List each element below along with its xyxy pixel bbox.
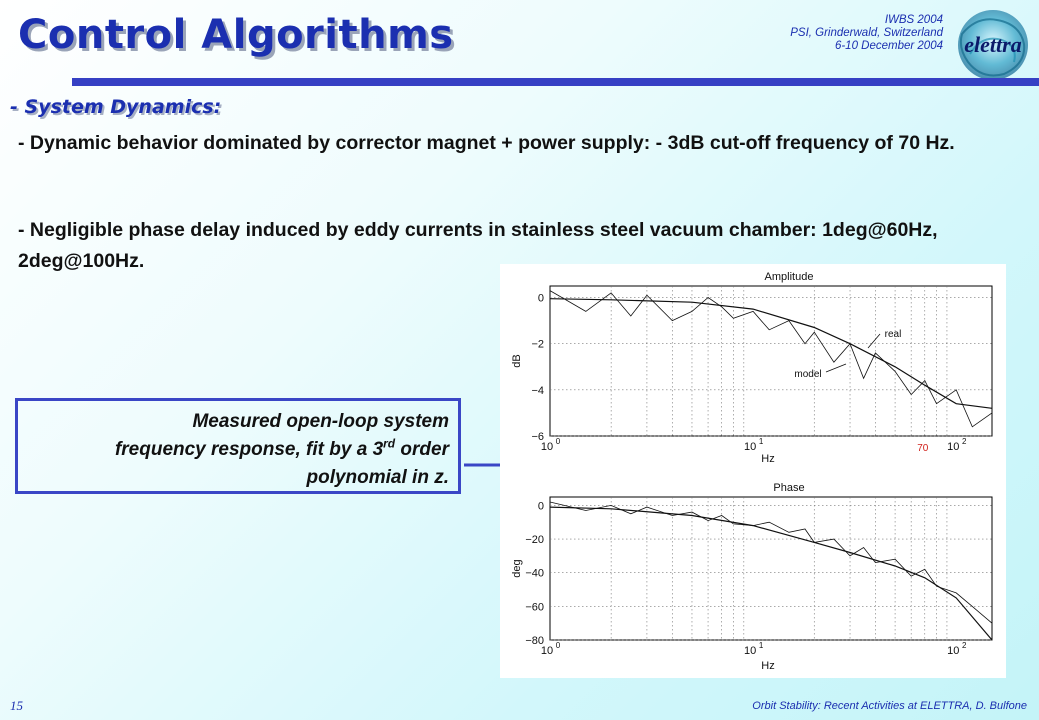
amplitude-xtick-exponent: 0 bbox=[556, 437, 561, 446]
phase-ytick-label: −40 bbox=[525, 568, 544, 580]
amplitude-xtick-label: 10 bbox=[947, 441, 959, 453]
figure-caption: Measured open-loop system frequency resp… bbox=[15, 398, 461, 494]
amplitude-annotation-cutoff: 70 bbox=[917, 443, 929, 454]
amplitude-xlabel: Hz bbox=[761, 453, 774, 465]
title-rule bbox=[72, 78, 1039, 86]
svg-text:elettra: elettra bbox=[964, 32, 1021, 57]
amplitude-xtick-label: 10 bbox=[744, 441, 756, 453]
amplitude-annotation-real-pointer bbox=[867, 333, 881, 349]
phase-xlabel: Hz bbox=[761, 660, 774, 672]
phase-ytick-label: −60 bbox=[525, 601, 544, 613]
bode-plot: 0 −2 −4 −6 10 0 10 1 10 2 Amplitude dB Hz real model 70… bbox=[500, 264, 1006, 678]
page-number: 15 bbox=[10, 698, 23, 713]
phase-ytick-label: −80 bbox=[525, 635, 544, 647]
caption-line2: frequency response, fit by a 3rd order bbox=[18, 436, 449, 464]
amplitude-title: Amplitude bbox=[765, 271, 814, 283]
caption-line1: Measured open-loop system bbox=[192, 411, 449, 432]
amplitude-ytick-label: −2 bbox=[531, 339, 544, 351]
amplitude-measured-line bbox=[549, 290, 993, 428]
amplitude-ytick-label: 0 bbox=[538, 293, 544, 305]
paragraph-phase-delay: - Negligible phase delay induced by eddy… bbox=[18, 219, 938, 272]
phase-measured-line bbox=[549, 501, 993, 624]
phase-xtick-exponent: 0 bbox=[556, 641, 561, 650]
phase-ylabel: deg bbox=[511, 559, 523, 577]
phase-title: Phase bbox=[773, 482, 804, 494]
amplitude-ytick-label: −6 bbox=[531, 431, 544, 443]
conference-dates: 6-10 December 2004 bbox=[834, 40, 943, 52]
phase-xtick-label: 10 bbox=[947, 645, 959, 657]
amplitude-annotation-real: real bbox=[885, 329, 902, 340]
phase-xtick-label: 10 bbox=[541, 645, 553, 657]
caption-line3: polynomial in z. bbox=[306, 467, 449, 488]
elettra-logo: elettra bbox=[958, 10, 1028, 80]
amplitude-annotation-model-pointer bbox=[825, 363, 847, 373]
phase-ytick-label: −20 bbox=[525, 534, 544, 546]
phase-xtick-exponent: 2 bbox=[962, 641, 967, 650]
amplitude-ytick-label: −4 bbox=[531, 385, 544, 397]
caption-sup: rd bbox=[383, 436, 396, 451]
phase-ytick-label: 0 bbox=[538, 500, 544, 512]
amplitude-ylabel: dB bbox=[511, 354, 523, 367]
caption-line2-text: frequency response, fit by a 3 bbox=[114, 439, 384, 460]
amplitude-annotation-model: model bbox=[794, 369, 821, 380]
phase-xtick-exponent: 1 bbox=[759, 641, 764, 650]
page-title: Control Algorithms bbox=[18, 12, 454, 58]
phase-xtick-label: 10 bbox=[744, 645, 756, 657]
phase-frame bbox=[549, 496, 993, 641]
conference-info: IWBS 2004 PSI, Grinderwald, Switzerland … bbox=[790, 14, 943, 53]
conference-location: PSI, Grinderwald, Switzerland bbox=[790, 27, 943, 39]
amplitude-frame bbox=[549, 285, 993, 437]
amplitude-xtick-label: 10 bbox=[541, 441, 553, 453]
footer-text: Orbit Stability: Recent Activities at EL… bbox=[752, 700, 1027, 712]
bode-plot-svg: 0−2−4−610 0 10 1 10 2AmplitudedBHzrealmodel70… bbox=[511, 271, 993, 672]
paragraph-dynamics: - Dynamic behavior dominated by correcto… bbox=[18, 132, 955, 154]
amplitude-model-line bbox=[549, 298, 993, 409]
caption-line2-end: order bbox=[395, 439, 449, 460]
section-subtitle: - System Dynamics: bbox=[10, 96, 222, 118]
amplitude-xtick-exponent: 2 bbox=[962, 437, 967, 446]
conference-name: IWBS 2004 bbox=[884, 14, 943, 26]
amplitude-xtick-exponent: 1 bbox=[759, 437, 764, 446]
